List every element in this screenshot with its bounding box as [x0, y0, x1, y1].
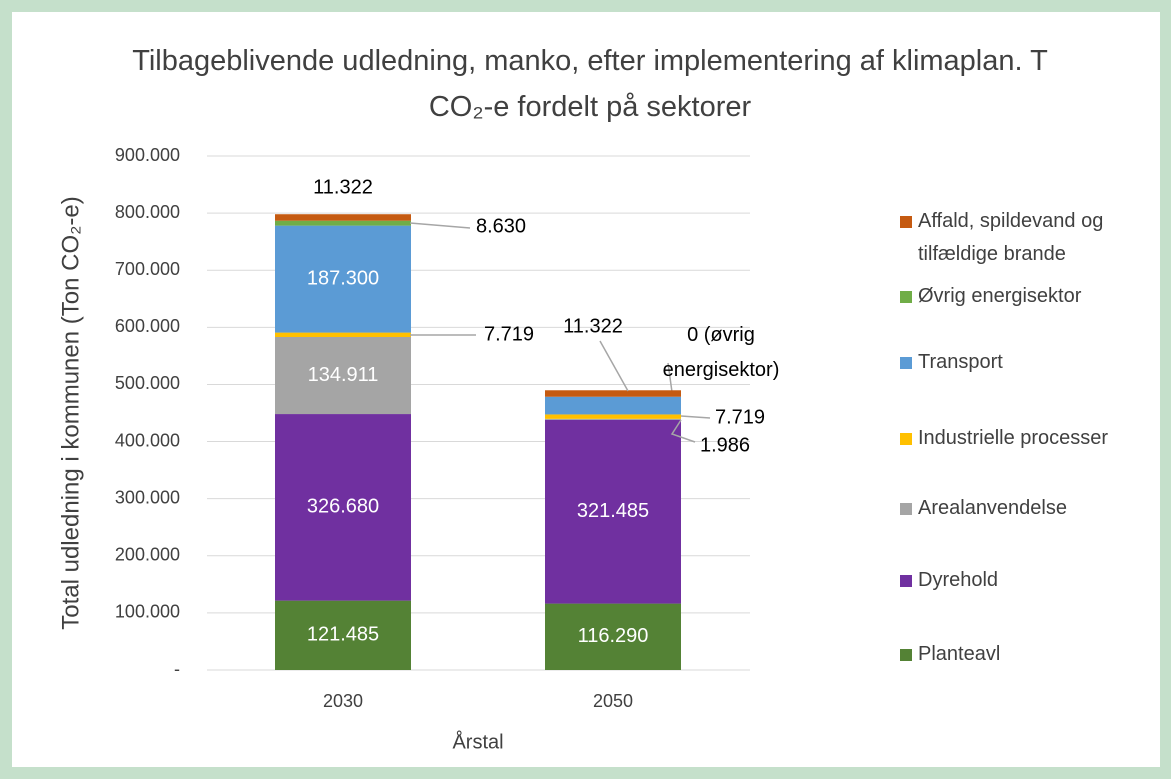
legend-item: Arealanvendelse [900, 492, 1158, 525]
legend-swatch [900, 503, 912, 515]
title-box: Tilbageblivende udledning, manko, efter … [132, 45, 1048, 123]
data-label: 121.485 [307, 624, 379, 646]
y-tick-label: - [174, 659, 180, 679]
bar-segment [545, 414, 681, 419]
x-axis-label: Årstal [452, 730, 503, 753]
bar-segment [545, 603, 681, 670]
legend-label: Øvrig energisektor [918, 285, 1082, 307]
data-label: 1.986 [700, 434, 750, 456]
legend-item: Øvrig energisektor [900, 280, 1158, 313]
data-label: 11.322 [563, 315, 623, 337]
bar-segment [275, 414, 411, 601]
bar-segment [275, 225, 411, 333]
y-tick-label: 100.000 [115, 602, 180, 622]
x-tick-label: 2030 [323, 691, 363, 711]
bar-segment [275, 600, 411, 670]
legend-label: Transport [918, 351, 1003, 373]
legend-label: Dyrehold [918, 569, 999, 591]
bar-segment [545, 418, 681, 420]
legend-item: Transport [900, 346, 1158, 379]
leader-line [680, 415, 711, 419]
legend-swatch [900, 357, 912, 369]
bar-segment [545, 390, 681, 397]
legend-label: Affald, spildevand og tilfældige brande [918, 210, 1104, 265]
legend-label: Industrielle processer [918, 427, 1109, 449]
y-axis-label: Total udledning i kommunen (Ton CO₂-e) [57, 196, 84, 630]
bar-segment [275, 214, 411, 221]
data-label: 0 (øvrig energisektor) [662, 324, 780, 381]
y-tick-label: 300.000 [115, 487, 180, 507]
data-label: 7.719 [484, 323, 534, 345]
legend-label: Planteavl [918, 643, 1001, 665]
data-label: 326.680 [307, 496, 379, 518]
legend-item: Affald, spildevand og tilfældige brande [900, 205, 1158, 271]
chart-title: Tilbageblivende udledning, manko, efter … [132, 45, 1048, 123]
data-label: 116.290 [578, 625, 649, 647]
y-tick-label: 200.000 [115, 545, 180, 565]
bar-segment [275, 332, 411, 337]
label-box: 0 (øvrig energisektor) [662, 324, 780, 381]
y-tick-label: 900.000 [115, 145, 180, 165]
legend-item: Dyrehold [900, 564, 1158, 597]
legend-swatch [900, 649, 912, 661]
data-label: 7.719 [715, 406, 765, 428]
y-tick-label: 600.000 [115, 316, 180, 336]
bar-segment [545, 419, 681, 604]
bar-segment [275, 336, 411, 415]
legend-swatch [900, 433, 912, 445]
data-label: 11.322 [313, 176, 373, 198]
legend-swatch [900, 575, 912, 587]
legend-item: Planteavl [900, 638, 1158, 671]
data-label: 134.911 [308, 364, 379, 386]
leader-line [409, 222, 471, 229]
legend-swatch [900, 291, 912, 303]
data-label: 321.485 [577, 500, 649, 522]
leader-line [599, 340, 629, 392]
bar-segment [545, 396, 681, 415]
legend-item: Industrielle processer [900, 422, 1158, 455]
x-tick-label: 2050 [593, 691, 633, 711]
data-label: 8.630 [476, 215, 526, 237]
leader-line [667, 362, 673, 393]
y-tick-label: 400.000 [115, 430, 180, 450]
bar-segment [275, 220, 411, 226]
y-tick-label: 700.000 [115, 259, 180, 279]
data-label: 187.300 [307, 267, 379, 289]
leader-line [670, 419, 696, 443]
legend-label: Arealanvendelse [918, 497, 1067, 519]
y-tick-label: 500.000 [115, 373, 180, 393]
y-tick-label: 800.000 [115, 202, 180, 222]
legend-swatch [900, 216, 912, 228]
